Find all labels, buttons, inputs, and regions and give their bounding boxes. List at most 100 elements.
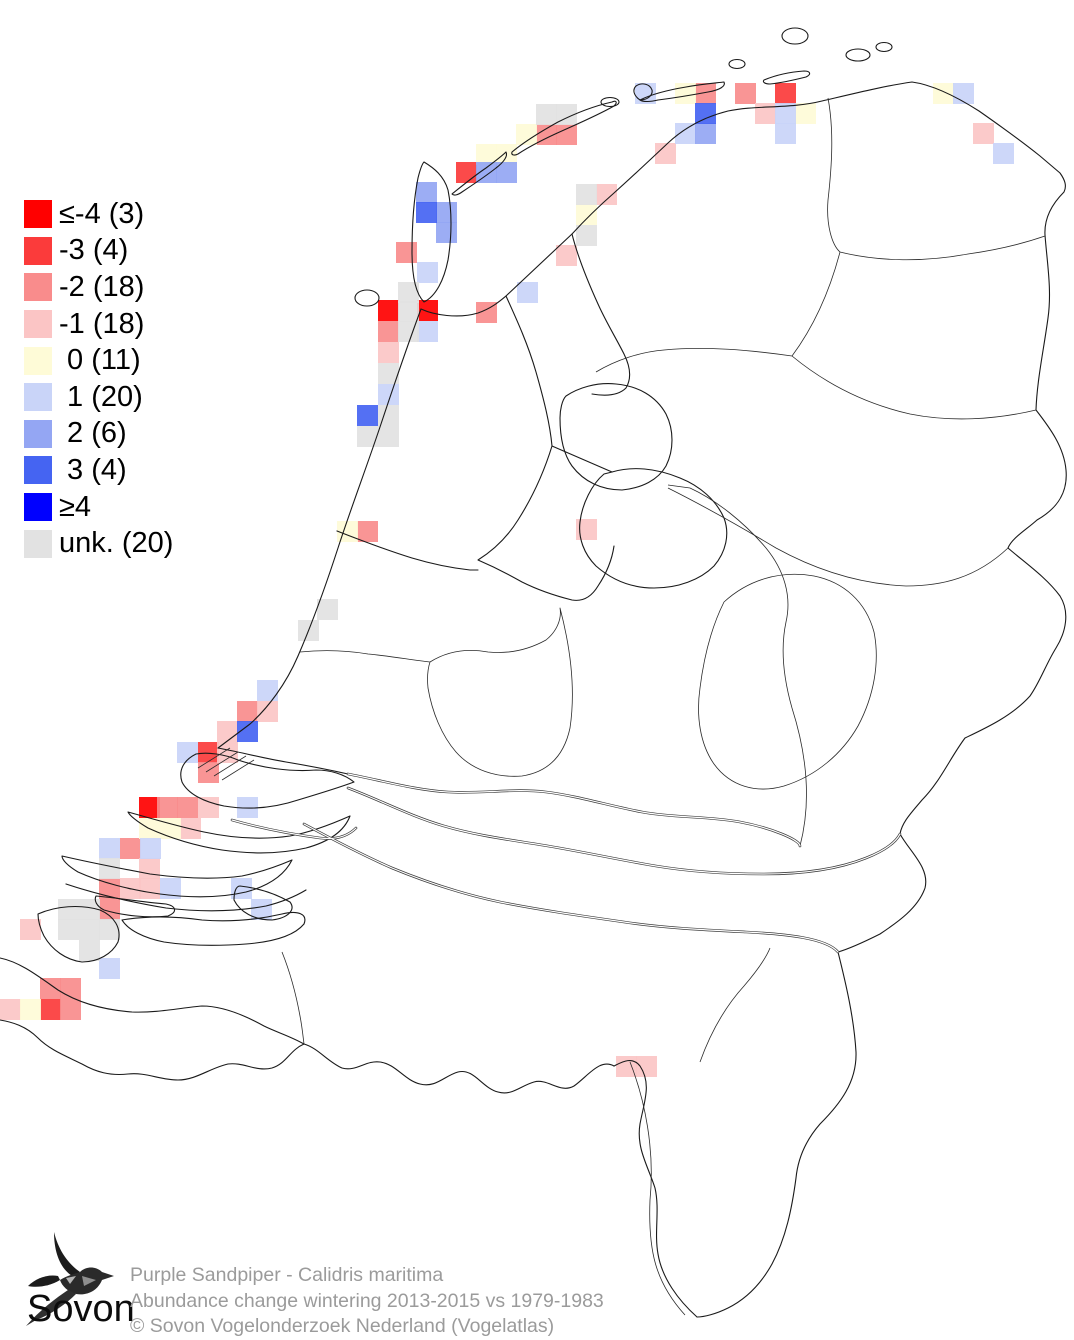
grid-cell-p1 (953, 83, 974, 104)
grid-cell-m2 (99, 878, 120, 899)
legend-label-p1: 1 (20) (59, 380, 143, 413)
grid-cell-m1 (973, 123, 994, 144)
rivers-casing-layer (230, 772, 902, 954)
grid-cell-p1 (378, 384, 399, 405)
border-overijssel-gelderland (667, 487, 1009, 587)
river-lek (346, 772, 802, 848)
grid-cell-p1 (251, 899, 272, 920)
grid-cell-p1 (177, 742, 198, 763)
legend-item-p4: ≥4 (24, 489, 173, 526)
grid-cell-m1 (616, 1056, 637, 1077)
grid-cell-m2 (735, 83, 756, 104)
island-vlieland (451, 151, 508, 196)
border-belgium-zeeland (0, 1019, 305, 1081)
map-captions: Purple Sandpiper - Calidris maritima Abu… (130, 1263, 604, 1340)
legend-swatch-p4 (24, 493, 52, 522)
river-maas-limburg (629, 1061, 686, 1316)
grid-cell-m1 (378, 342, 399, 363)
waterway-nieuwe-waterweg (217, 747, 349, 775)
legend-item-m2: -2 (18) (24, 269, 173, 306)
legend-item-z0: 0 (11) (24, 342, 173, 379)
island-zuid-beveland (121, 911, 306, 946)
grid-cell-m1 (139, 878, 160, 899)
grid-cell-m1 (217, 721, 238, 742)
islet-noorderhaaks (354, 289, 380, 307)
legend-swatch-z0 (24, 346, 52, 375)
dike-houtribdijk (551, 445, 613, 473)
border-drenthe-overijssel (791, 355, 1037, 420)
grid-cell-m3 (40, 999, 61, 1020)
grid-cell-p2 (436, 222, 457, 243)
grid-cell-m2 (60, 978, 81, 999)
polder-flevopolder (579, 468, 728, 589)
grid-cell-m4 (378, 300, 399, 321)
swallow-icon (26, 1232, 114, 1326)
border-limburg-east (696, 833, 927, 1318)
grid-cell-m2 (198, 762, 219, 783)
grid-cell-z0 (795, 103, 816, 124)
grid-cell-z0 (576, 204, 597, 225)
grid-cell-unk (79, 940, 100, 961)
harbor-hatch-1 (197, 747, 231, 769)
legend-label-m2: -2 (18) (59, 270, 145, 303)
grid-cell-m2 (237, 701, 258, 722)
grid-cell-unk (398, 301, 419, 322)
legend-item-p1: 1 (20) (24, 379, 173, 416)
map-outline-layer (0, 27, 1067, 1318)
island-ameland (639, 81, 725, 103)
grid-cell-unk (398, 282, 419, 303)
province-borders-layer (197, 97, 1046, 1316)
grid-cell-m2 (99, 899, 120, 920)
grid-cell-m2 (120, 838, 141, 859)
legend-swatch-m1 (24, 310, 52, 339)
grid-cell-unk (576, 225, 597, 246)
grid-cell-m2 (157, 797, 178, 818)
grid-cell-unk (378, 405, 399, 426)
grid-cell-m1 (217, 742, 238, 763)
grid-cell-m2 (177, 797, 198, 818)
border-friesland-drenthe (791, 251, 841, 357)
grid-cell-z0 (516, 124, 537, 145)
legend: ≤-4 (3) -3 (4) -2 (18) -1 (18) 0 (11) 1 (20… (24, 196, 173, 562)
grid-cell-p3 (357, 405, 378, 426)
grid-cell-m4 (417, 300, 438, 321)
grid-cell-unk (317, 599, 338, 620)
legend-label-unk: unk. (20) (59, 527, 174, 560)
grid-cell-p1 (99, 958, 120, 979)
grid-cell-p2 (416, 182, 437, 203)
grid-cell-unk (536, 104, 557, 125)
grid-cell-z0 (160, 818, 181, 839)
grid-cell-m1 (655, 143, 676, 164)
legend-swatch-p3 (24, 456, 52, 485)
grid-cell-p3 (237, 721, 258, 742)
island-schiermonnikoog (762, 70, 811, 85)
rivers-inner-layer (231, 773, 901, 953)
grid-cell-unk (576, 184, 597, 205)
island-walcheren (37, 906, 120, 963)
legend-label-m3: -3 (4) (59, 234, 129, 267)
grid-cell-z0 (20, 999, 41, 1020)
border-utrecht (427, 607, 573, 777)
legend-label-p3: 3 (4) (59, 453, 127, 486)
grid-cell-p1 (257, 680, 278, 701)
sovon-logo (26, 1232, 114, 1326)
legend-swatch-m3 (24, 236, 52, 265)
legend-item-m1: -1 (18) (24, 306, 173, 343)
shore-friesland-ijsselmeer (571, 233, 631, 396)
grid-cell-m2 (396, 242, 417, 263)
islet-griend (600, 96, 620, 108)
border-friesland-groningen (827, 97, 841, 253)
island-noord-beveland (94, 895, 176, 918)
river-maas-inner (303, 823, 839, 953)
polder-noordoostpolder (559, 383, 673, 491)
grid-cell-unk (58, 919, 79, 940)
grid-cell-p3 (695, 103, 716, 124)
grid-cell-m2 (357, 521, 378, 542)
grid-cell-z0 (933, 83, 954, 104)
grid-cell-m1 (755, 103, 776, 124)
legend-item-m3: -3 (4) (24, 233, 173, 270)
coastline-west (217, 308, 422, 749)
legend-item-p3: 3 (4) (24, 452, 173, 489)
shore-markermeer-south (477, 445, 615, 601)
shore-ijsselmeer-west (505, 295, 553, 447)
